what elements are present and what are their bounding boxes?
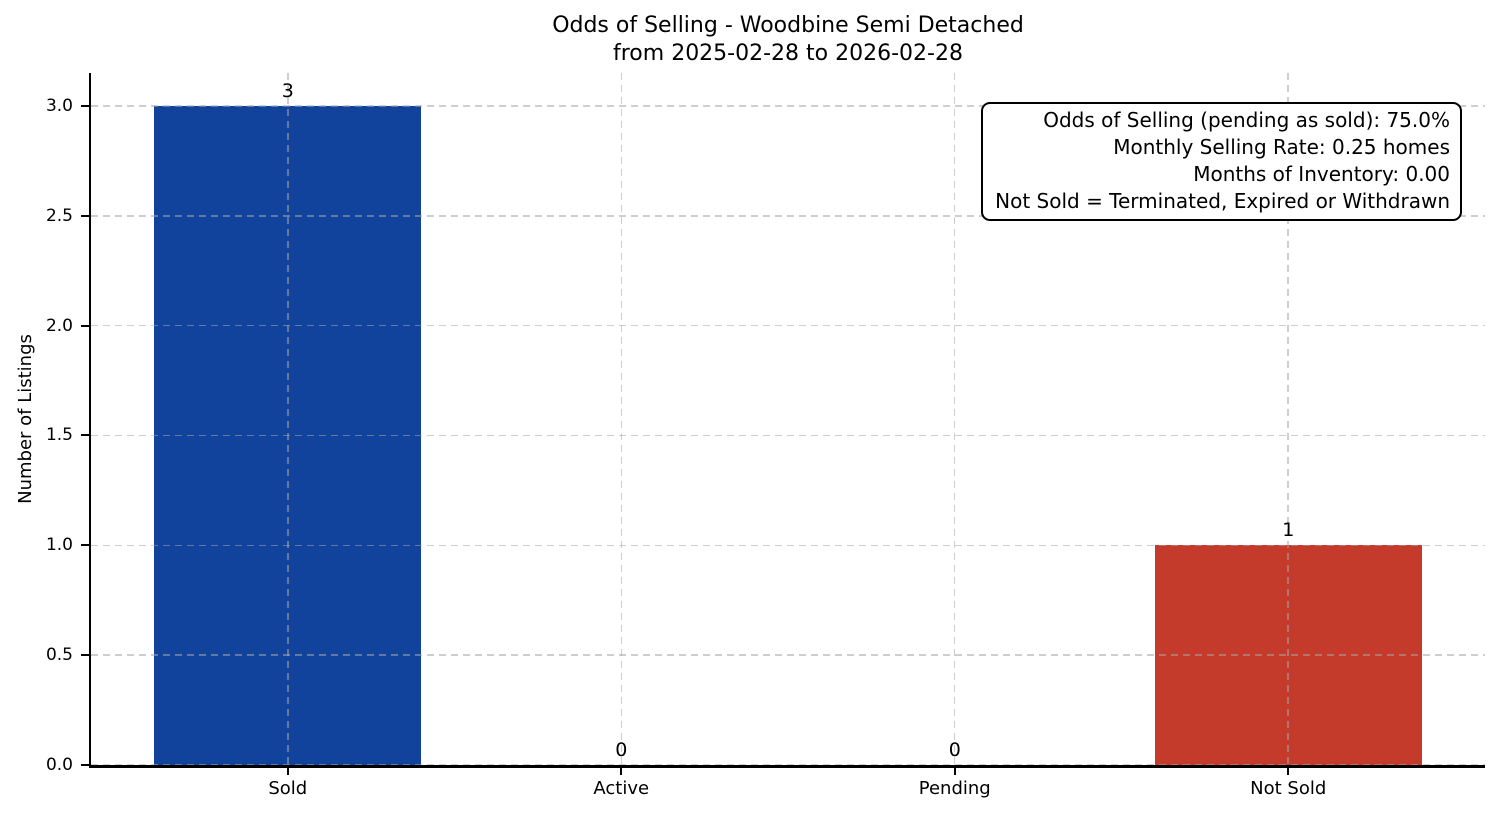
y-tick-label: 0.5	[45, 645, 73, 666]
bar-value-label-not-sold: 1	[1282, 519, 1295, 542]
x-tick-mark	[620, 765, 623, 775]
y-axis-spine	[88, 73, 91, 768]
x-tick-label-not-sold: Not Sold	[1250, 778, 1327, 799]
y-tick-label: 2.5	[45, 205, 73, 226]
x-gridline	[1287, 73, 1289, 765]
chart-title-line2: from 2025-02-28 to 2026-02-28	[613, 41, 963, 66]
y-tick-label: 2.0	[45, 315, 73, 336]
x-tick-label-sold: Sold	[268, 778, 308, 799]
y-tick-mark	[81, 214, 91, 217]
x-axis-spine	[88, 765, 1485, 768]
y-tick-label: 3.0	[45, 95, 73, 116]
y-tick-mark	[81, 104, 91, 107]
x-gridline	[287, 73, 289, 765]
x-tick-mark	[1287, 765, 1290, 775]
y-gridline	[91, 654, 1485, 656]
y-tick-mark	[81, 544, 91, 547]
y-tick-mark	[81, 324, 91, 327]
stats-not-sold-definition: Not Sold = Terminated, Expired or Withdr…	[995, 189, 1450, 213]
stats-monthly-selling-rate: Monthly Selling Rate: 0.25 homes	[1113, 135, 1450, 159]
bar-value-label-pending: 0	[948, 739, 961, 761]
stats-months-of-inventory: Months of Inventory: 0.00	[1193, 162, 1450, 186]
y-tick-label: 1.5	[45, 425, 73, 446]
y-gridline	[91, 324, 1485, 327]
x-tick-label-active: Active	[593, 778, 650, 799]
y-gridline	[91, 105, 1485, 107]
x-tick-mark	[286, 765, 289, 775]
y-tick-mark	[81, 434, 91, 437]
x-tick-mark	[953, 765, 956, 775]
x-gridline	[620, 73, 622, 765]
y-axis-label: Number of Listings	[15, 334, 36, 504]
y-tick-label: 0.0	[45, 755, 73, 775]
y-gridline	[91, 434, 1485, 437]
y-gridline	[91, 215, 1485, 217]
chart-title-line1: Odds of Selling - Woodbine Semi Detached	[552, 13, 1024, 38]
stats-odds-of-selling: Odds of Selling (pending as sold): 75.0%	[1043, 108, 1450, 132]
bar-value-label-active: 0	[615, 739, 628, 761]
x-tick-label-pending: Pending	[918, 778, 991, 799]
y-tick-label: 1.0	[45, 535, 73, 556]
x-gridline	[953, 73, 956, 765]
bar-value-label-sold: 3	[281, 79, 294, 102]
y-gridline	[91, 544, 1485, 547]
y-tick-mark	[81, 654, 91, 657]
stats-annotation-box: Odds of Selling (pending as sold): 75.0%…	[981, 102, 1462, 221]
chart-title: Odds of Selling - Woodbine Semi Detached…	[91, 12, 1485, 68]
y-tick-mark	[81, 764, 91, 766]
